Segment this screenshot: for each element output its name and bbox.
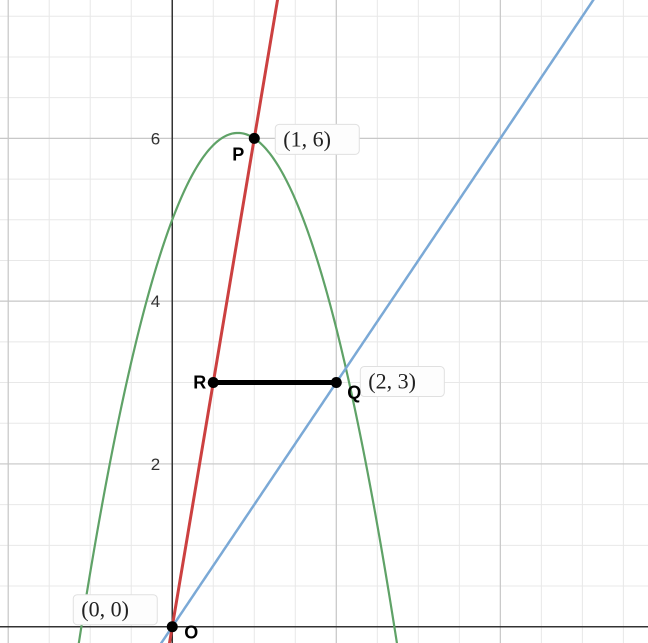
y-tick-label: 6 <box>151 129 160 148</box>
point-O <box>167 621 178 632</box>
point-label-Q: Q <box>347 383 361 403</box>
point-label-R: R <box>193 373 206 393</box>
coord-label-O: (0, 0) <box>81 597 129 622</box>
curve-parabola <box>0 133 648 643</box>
point-P <box>249 133 260 144</box>
point-label-P: P <box>232 144 244 164</box>
point-Q <box>331 377 342 388</box>
major-grid <box>0 0 648 643</box>
minor-grid <box>0 0 648 643</box>
curve-red-line <box>0 0 648 643</box>
coord-label-P: (1, 6) <box>283 126 331 151</box>
point-label-O: O <box>184 623 198 643</box>
point-R <box>208 377 219 388</box>
curve-blue-line <box>0 0 648 643</box>
y-tick-label: 2 <box>151 455 160 474</box>
coord-label-Q: (2, 3) <box>368 369 416 394</box>
y-tick-label: 4 <box>151 292 160 311</box>
coordinate-chart: 2 4 6 (1, 6) P (2, 3) Q R (0, 0) O <box>0 0 648 643</box>
